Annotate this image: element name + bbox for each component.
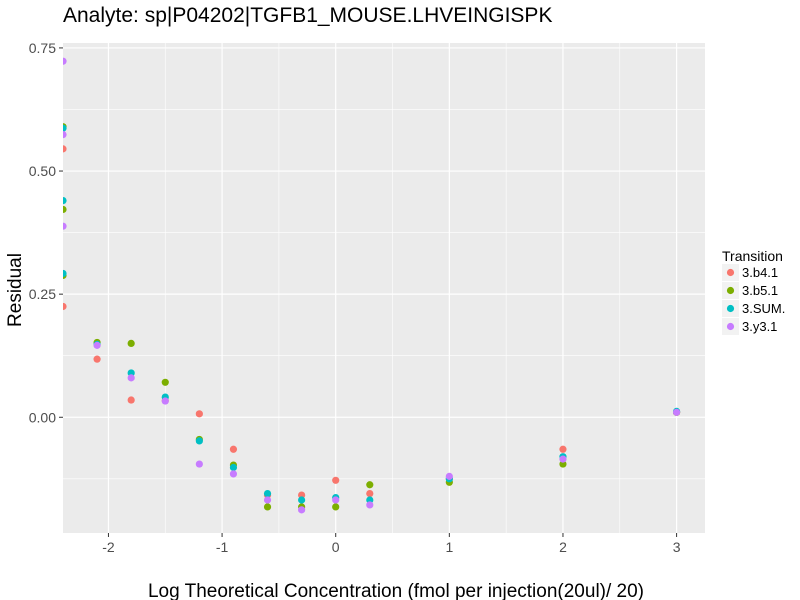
x-axis-title: Log Theoretical Concentration (fmol per … — [148, 581, 644, 600]
x-axis: -2 -1 0 1 2 3 — [102, 533, 681, 555]
point-series-4 — [298, 506, 306, 514]
point-series-4 — [672, 408, 681, 416]
x-tick-label: -2 — [102, 539, 115, 555]
point-series-1 — [63, 302, 67, 311]
legend-key-1 — [726, 268, 735, 277]
legend-key-3 — [726, 304, 735, 313]
y-tick-label: 0.25 — [29, 286, 56, 302]
point-series-1 — [127, 396, 135, 404]
point-series-1 — [332, 476, 340, 484]
point-series-4 — [63, 57, 67, 65]
point-series-2 — [63, 205, 67, 214]
legend-label-4: 3.y3.1 — [742, 319, 777, 334]
legend-label-2: 3.b5.1 — [742, 283, 778, 298]
legend-title: Transition — [722, 248, 783, 264]
point-series-1 — [195, 410, 203, 418]
point-series-2 — [161, 378, 169, 386]
point-series-4 — [63, 222, 67, 230]
x-tick-label: -1 — [216, 539, 229, 555]
point-series-4 — [263, 496, 272, 504]
y-axis: 0.00 0.25 0.50 0.75 — [29, 40, 63, 425]
point-series-1 — [229, 445, 238, 453]
point-series-3 — [263, 490, 272, 498]
legend-label-1: 3.b4.1 — [742, 265, 778, 280]
point-series-4 — [229, 470, 238, 478]
point-series-4 — [366, 501, 374, 509]
x-tick-label: 1 — [445, 539, 453, 555]
point-series-3 — [63, 196, 67, 205]
point-series-4 — [161, 397, 169, 405]
plot-panel — [63, 43, 705, 533]
legend-label-3: 3.SUM. — [742, 301, 785, 316]
legend-key-2 — [726, 286, 735, 295]
point-series-3 — [195, 437, 203, 445]
point-series-4 — [63, 130, 67, 139]
x-tick-label: 0 — [332, 539, 340, 555]
point-series-2 — [332, 503, 340, 511]
grid-minor — [63, 43, 705, 533]
point-series-4 — [445, 472, 453, 480]
data-points — [63, 57, 681, 514]
point-series-3 — [127, 369, 135, 377]
point-series-1 — [93, 355, 101, 363]
y-tick-label: 0.50 — [29, 163, 56, 179]
point-series-4 — [195, 460, 203, 468]
point-series-4 — [127, 374, 135, 382]
point-series-4 — [93, 341, 101, 349]
point-series-2 — [263, 503, 272, 511]
point-series-4 — [332, 496, 340, 504]
point-series-3 — [366, 496, 374, 504]
point-series-1 — [63, 145, 67, 153]
point-series-2 — [127, 339, 135, 348]
point-series-2 — [366, 481, 374, 489]
legend: Transition 3.b4.1 3.b5.1 3.SUM. 3.y3.1 — [722, 248, 785, 335]
point-series-2 — [559, 460, 567, 468]
x-tick-label: 2 — [559, 539, 567, 555]
chart-title: Analyte: sp|P04202|TGFB1_MOUSE.LHVEINGIS… — [63, 4, 552, 27]
point-series-3 — [63, 124, 67, 132]
y-tick-label: 0.75 — [29, 40, 56, 56]
x-tick-label: 3 — [673, 539, 681, 555]
point-series-1 — [298, 491, 306, 499]
y-tick-label: 0.00 — [29, 409, 56, 425]
y-axis-title: Residual — [5, 253, 26, 327]
point-series-1 — [559, 445, 567, 453]
legend-key-4 — [726, 322, 735, 331]
point-series-4 — [559, 455, 567, 463]
point-series-1 — [366, 490, 374, 498]
point-series-3 — [298, 496, 306, 504]
point-series-3 — [63, 269, 67, 278]
point-series-3 — [229, 463, 238, 472]
